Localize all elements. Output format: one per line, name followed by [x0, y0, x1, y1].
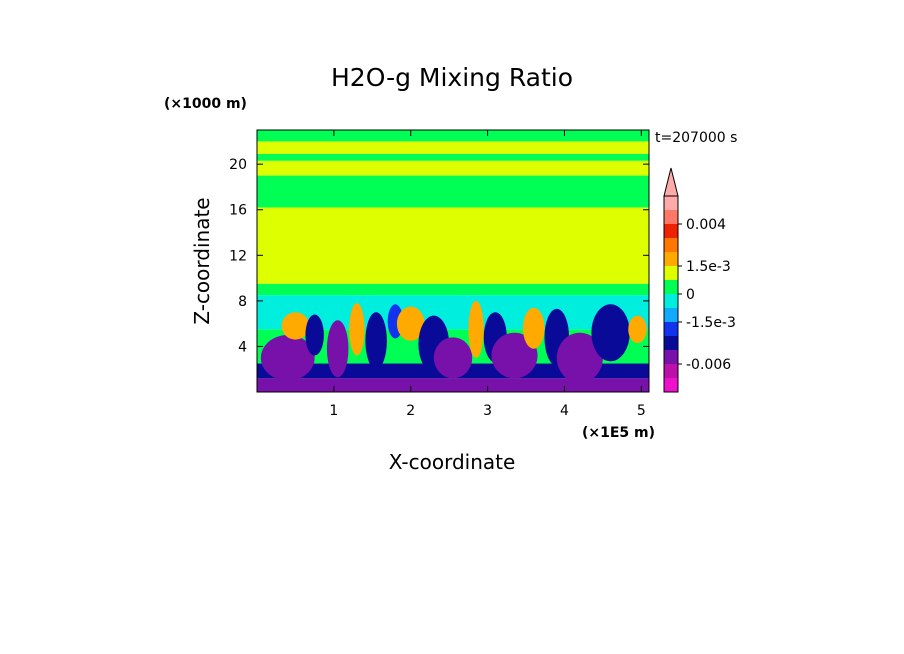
y-tick-label-12: 12 — [229, 248, 247, 264]
time-label: t=207000 s — [655, 130, 737, 146]
field-plume-5 — [365, 312, 387, 370]
field-layer-7 — [257, 160, 649, 176]
field-plume-7 — [396, 306, 425, 341]
field-plume-9 — [433, 337, 473, 379]
colorbar-segment-13 — [664, 196, 678, 210]
field-layer-8 — [257, 153, 649, 161]
field-layer-5 — [257, 207, 649, 284]
x-tick-label-4: 4 — [560, 403, 569, 419]
chart-title: H2O-g Mixing Ratio — [331, 63, 573, 92]
field-plume-1 — [281, 312, 310, 340]
colorbar-segment-7 — [664, 280, 678, 294]
y-tick-label-8: 8 — [238, 294, 247, 310]
colorbar-segment-0 — [664, 378, 678, 392]
field-layer-9 — [257, 141, 649, 154]
y-tick-label-16: 16 — [229, 203, 247, 219]
colorbar-label--0.006: -0.006 — [686, 357, 731, 373]
field-layer-0 — [257, 378, 649, 392]
field-plume-13 — [522, 307, 545, 349]
field-plume-10 — [468, 300, 484, 358]
plot-area — [257, 130, 649, 392]
y-tick-label-4: 4 — [238, 339, 247, 355]
x-tick-label-3: 3 — [483, 403, 492, 419]
colorbar-segment-2 — [664, 350, 678, 364]
field-plume-0 — [260, 335, 315, 381]
colorbar-label-0: 0 — [686, 287, 695, 303]
colorbar-segment-4 — [664, 322, 678, 336]
x-axis: 1 2 3 4 5 — [329, 130, 646, 419]
field-plume-17 — [628, 315, 647, 344]
colorbar-segment-6 — [664, 294, 678, 308]
field-layer-4 — [257, 283, 649, 296]
y-axis-label: Z-coordinate — [190, 197, 214, 324]
colorbar-max-arrow — [663, 167, 679, 197]
y-tick-label-20: 20 — [229, 157, 247, 173]
field-layer-10 — [257, 130, 649, 142]
x-tick-label-2: 2 — [406, 403, 415, 419]
field-plume-4 — [349, 303, 365, 356]
colorbar-segment-1 — [664, 364, 678, 378]
y-axis: 4 8 12 16 20 — [229, 157, 649, 355]
colorbar-segment-10 — [664, 238, 678, 252]
colorbar-label--1.5e-3: -1.5e-3 — [686, 315, 736, 331]
colorbar-segment-9 — [664, 252, 678, 266]
field-plume-12 — [491, 332, 538, 379]
colorbar-segment-11 — [664, 224, 678, 238]
x-axis-label: X-coordinate — [389, 450, 516, 474]
y-scale-label: (×1000 m) — [164, 96, 247, 112]
x-tick-label-1: 1 — [329, 403, 338, 419]
field-plume-15 — [556, 332, 603, 383]
x-tick-label-5: 5 — [637, 403, 646, 419]
field-plume-2 — [305, 314, 324, 356]
x-scale-label: (×1E5 m) — [582, 425, 655, 441]
field-plume-3 — [326, 320, 349, 378]
colorbar-label-0.004: 0.004 — [686, 217, 726, 233]
colorbar-segment-8 — [664, 266, 678, 280]
colorbar-segment-3 — [664, 336, 678, 350]
colorbar: 0.004 1.5e-3 0 -1.5e-3 -0.006 — [663, 167, 736, 393]
plot-frame — [256, 129, 650, 393]
field-layer-6 — [257, 175, 649, 208]
field-plume-16 — [591, 304, 630, 362]
colorbar-segment-12 — [664, 210, 678, 224]
colorbar-segment-5 — [664, 308, 678, 322]
field-layer-3 — [257, 295, 649, 330]
colorbar-label-1.5e-3: 1.5e-3 — [686, 259, 731, 275]
